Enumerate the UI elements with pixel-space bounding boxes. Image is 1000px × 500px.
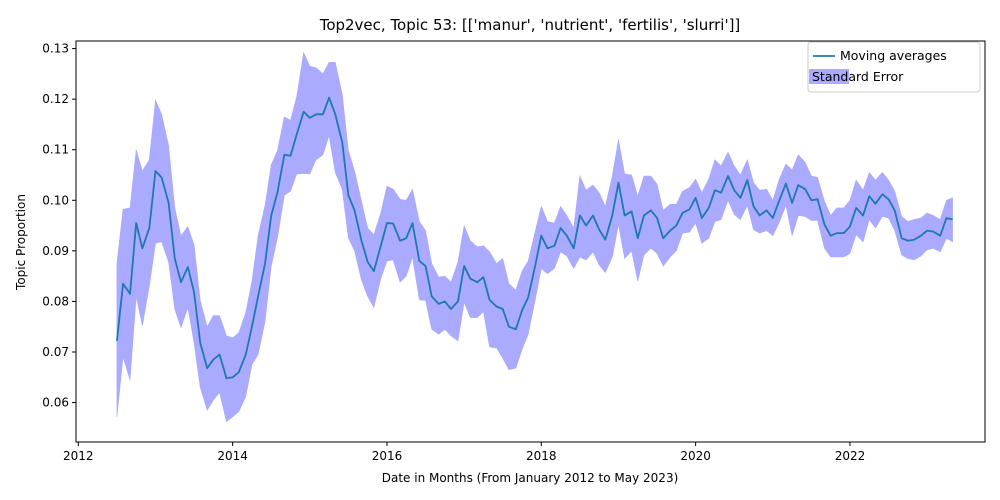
- standard-error-band: [116, 51, 953, 423]
- x-axis-title: Date in Months (From January 2012 to May…: [382, 471, 679, 485]
- y-tick-label: 0.06: [42, 396, 69, 410]
- y-tick-label: 0.11: [42, 143, 69, 157]
- x-tick-label: 2012: [63, 449, 94, 463]
- legend: Moving averages Standard Error: [807, 41, 981, 93]
- plot-area: [116, 51, 953, 423]
- y-tick-label: 0.13: [42, 42, 69, 56]
- legend-label-moving-averages: Moving averages: [840, 48, 947, 63]
- x-tick-label: 2020: [680, 449, 711, 463]
- y-axis: 0.06 0.07 0.08 0.09 0.10 0.11 0.12 0.13: [42, 42, 76, 410]
- legend-band-swatch: [809, 69, 849, 84]
- x-tick-label: 2016: [372, 449, 403, 463]
- legend-label-standard-error: Standard Error: [812, 69, 904, 84]
- y-tick-label: 0.07: [42, 345, 69, 359]
- y-tick-label: 0.10: [42, 193, 69, 207]
- chart-title: Top2vec, Topic 53: [['manur', 'nutrient'…: [319, 16, 741, 34]
- x-axis: 2012 2014 2016 2018 2020 2022: [63, 442, 865, 463]
- y-tick-label: 0.08: [42, 294, 69, 308]
- moving-average-line: [116, 96, 953, 380]
- x-tick-label: 2018: [526, 449, 557, 463]
- x-tick-label: 2022: [835, 449, 866, 463]
- y-axis-title: Topic Proportion: [14, 194, 28, 291]
- legend-box: [807, 41, 981, 93]
- y-tick-label: 0.12: [42, 92, 69, 106]
- y-tick-label: 0.09: [42, 244, 69, 258]
- x-tick-label: 2014: [217, 449, 248, 463]
- plot-frame: [75, 40, 986, 443]
